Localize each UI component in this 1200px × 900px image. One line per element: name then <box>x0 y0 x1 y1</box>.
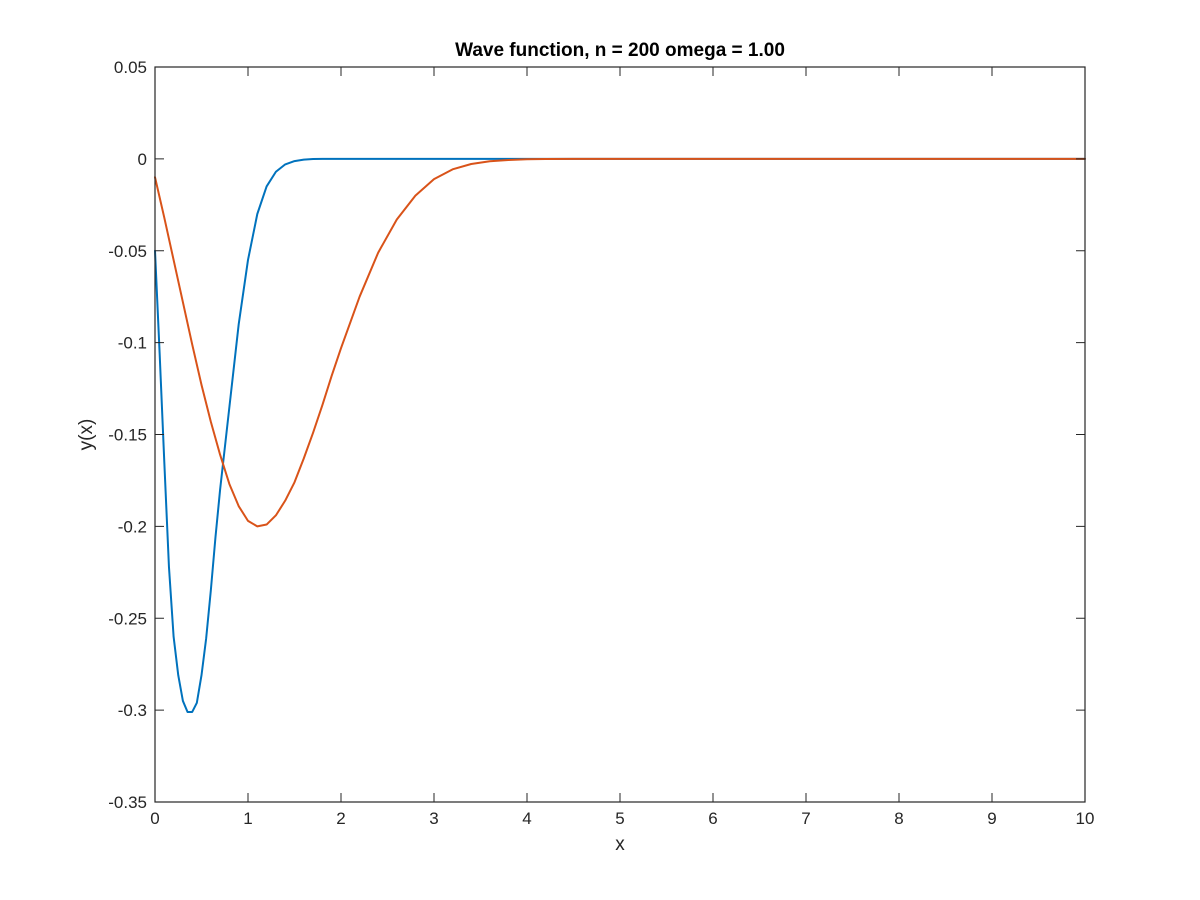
y-tick-label: -0.2 <box>118 517 147 536</box>
y-tick-label: -0.25 <box>108 609 147 628</box>
plot-area <box>155 67 1085 802</box>
x-tick-label: 2 <box>336 809 345 828</box>
x-axis-label: x <box>615 834 625 855</box>
x-tick-label: 6 <box>708 809 717 828</box>
x-tick-label: 1 <box>243 809 252 828</box>
x-tick-label: 4 <box>522 809 531 828</box>
y-tick-label: 0 <box>138 150 147 169</box>
chart-title: Wave function, n = 200 omega = 1.00 <box>455 40 785 61</box>
series-layer <box>154 157 1086 713</box>
tick-layer: 0 1 2 3 4 5 6 7 8 9 10 -0.35 -0.3 -0.25 -0.2 -0.15 -0.1 -… <box>108 58 1094 828</box>
x-tick-label: 5 <box>615 809 624 828</box>
axes-box <box>154 66 1086 803</box>
y-tick-label: -0.05 <box>108 242 147 261</box>
y-tick-label: -0.1 <box>118 334 147 353</box>
y-tick-label: -0.3 <box>118 701 147 720</box>
x-tick-label: 10 <box>1076 809 1095 828</box>
y-tick-label: -0.35 <box>108 793 147 812</box>
x-tick-label: 9 <box>987 809 996 828</box>
x-tick-label: 0 <box>150 809 159 828</box>
x-tick-label: 8 <box>894 809 903 828</box>
x-tick-label: 7 <box>801 809 810 828</box>
series-line-2 <box>154 157 1086 528</box>
y-tick-label: 0.05 <box>114 58 147 77</box>
y-axis-label: y(x) <box>76 419 97 451</box>
x-tick-label: 3 <box>429 809 438 828</box>
y-tick-label: -0.15 <box>108 426 147 445</box>
